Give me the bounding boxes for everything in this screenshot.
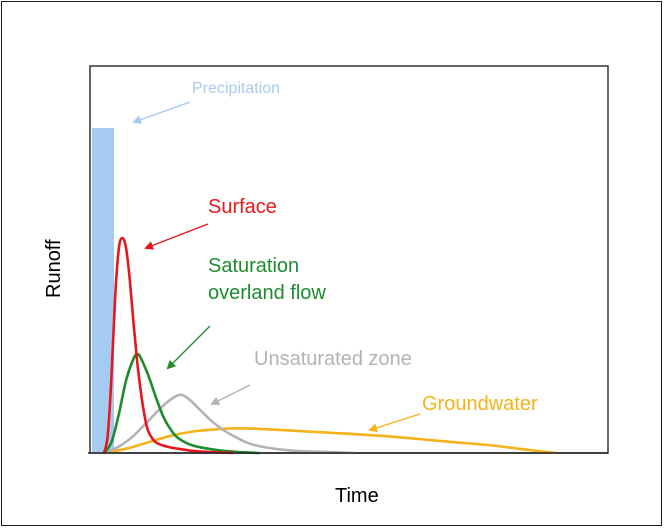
curve-labels: Surface Saturation overland flow Unsaturate… bbox=[144, 196, 538, 433]
label-groundwater: Groundwater bbox=[422, 393, 538, 415]
label-unsaturated-zone: Unsaturated zone bbox=[254, 348, 412, 370]
y-axis-label: Runoff bbox=[43, 239, 65, 298]
precipitation-bar bbox=[92, 128, 114, 453]
arrow-unsaturated-zone bbox=[210, 384, 251, 405]
precipitation-arrow bbox=[132, 101, 191, 124]
arrow-saturation-overland-flow bbox=[166, 325, 211, 370]
precipitation-label: Precipitation bbox=[192, 80, 280, 97]
curve-saturation-overland-flow bbox=[102, 352, 260, 455]
x-axis-label: Time bbox=[335, 485, 379, 507]
label-saturation-overland-flow: Saturation overland flow bbox=[208, 255, 326, 304]
curve-groundwater bbox=[103, 427, 556, 455]
label-surface: Surface bbox=[208, 196, 277, 218]
arrow-groundwater bbox=[368, 413, 421, 433]
curve-surface bbox=[102, 236, 234, 455]
arrow-surface bbox=[144, 223, 209, 250]
runoff-curves bbox=[102, 236, 556, 455]
curve-unsaturated-zone bbox=[103, 393, 356, 455]
